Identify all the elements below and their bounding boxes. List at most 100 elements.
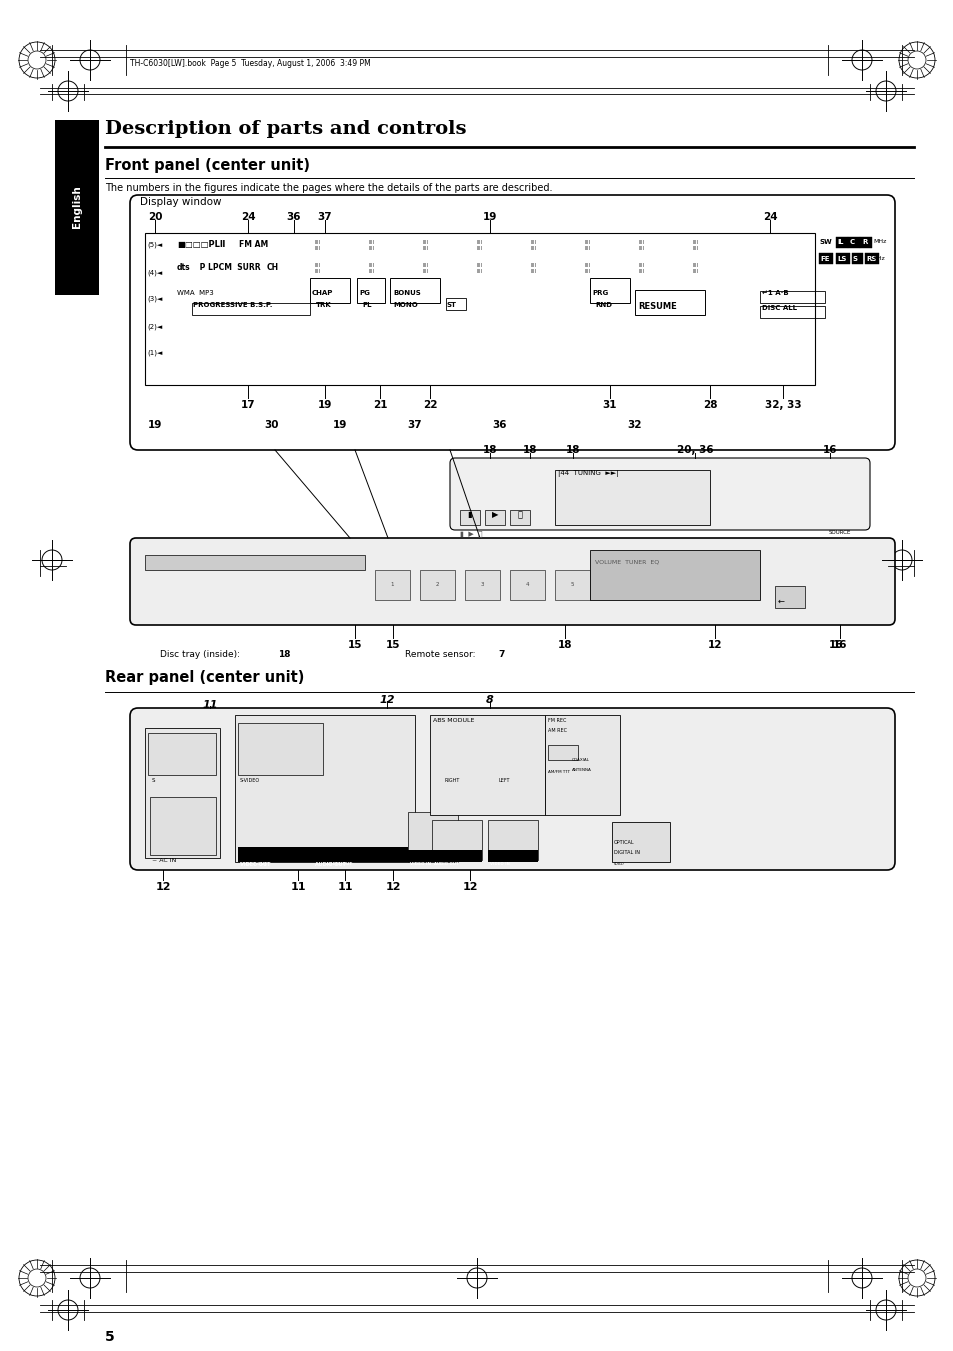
Text: 32: 32 — [627, 420, 641, 430]
Text: 32, 33: 32, 33 — [764, 400, 801, 409]
Circle shape — [497, 744, 529, 775]
Circle shape — [264, 734, 295, 766]
Text: 16: 16 — [821, 444, 837, 455]
Circle shape — [361, 788, 386, 812]
Text: 7: 7 — [497, 650, 504, 659]
Bar — [237, 723, 323, 775]
Text: |44  TUNING  ►►|: |44 TUNING ►►| — [558, 470, 618, 477]
Text: AUDIO OUT: AUDIO OUT — [434, 862, 458, 866]
Text: llll
llll: llll llll — [369, 240, 375, 251]
Text: 12: 12 — [155, 882, 171, 892]
Text: L: L — [836, 239, 841, 245]
Text: llll
llll: llll llll — [314, 263, 320, 274]
Bar — [589, 550, 760, 600]
Text: ▮: ▮ — [467, 511, 472, 520]
Text: ST: ST — [447, 303, 456, 308]
Text: 15: 15 — [385, 640, 400, 650]
Text: S: S — [152, 778, 155, 784]
Text: llll
llll: llll llll — [531, 240, 537, 251]
Circle shape — [811, 466, 867, 521]
Bar — [55, 120, 99, 295]
Bar — [851, 253, 862, 263]
Text: 11: 11 — [337, 882, 353, 892]
Text: ~ AC IN: ~ AC IN — [152, 858, 176, 863]
Bar — [150, 797, 215, 855]
Text: 11: 11 — [202, 700, 217, 711]
Text: PROGRESSIVE B.S.P.: PROGRESSIVE B.S.P. — [193, 303, 273, 308]
Text: Rear panel (center unit): Rear panel (center unit) — [105, 670, 304, 685]
Text: llll
llll: llll llll — [692, 240, 699, 251]
Bar — [488, 820, 537, 861]
Bar — [432, 820, 481, 861]
Text: CHAP: CHAP — [312, 290, 333, 296]
Text: ABS MODULE: ABS MODULE — [433, 717, 474, 723]
FancyBboxPatch shape — [130, 708, 894, 870]
Circle shape — [188, 750, 193, 754]
Text: LEFT: LEFT — [498, 778, 510, 784]
Text: ←: ← — [778, 597, 784, 607]
Text: llll
llll: llll llll — [639, 263, 644, 274]
Text: AM/FM TTT: AM/FM TTT — [547, 770, 570, 774]
Bar — [237, 847, 408, 862]
Circle shape — [286, 828, 310, 852]
Text: 16: 16 — [832, 640, 846, 650]
Text: 18: 18 — [482, 444, 497, 455]
Bar — [408, 850, 457, 862]
Circle shape — [828, 554, 884, 611]
Bar — [390, 278, 439, 303]
Text: BONUS: BONUS — [393, 290, 420, 296]
Bar — [408, 812, 457, 862]
Text: llll
llll: llll llll — [314, 240, 320, 251]
Text: ANTENNA: ANTENNA — [572, 767, 591, 771]
Text: kHz: kHz — [872, 255, 883, 261]
Text: AM REC: AM REC — [547, 728, 566, 734]
Bar — [145, 555, 365, 570]
Text: ■□□□PLⅡ: ■□□□PLⅡ — [177, 240, 225, 249]
Circle shape — [443, 744, 476, 775]
Text: (2)◄: (2)◄ — [147, 323, 162, 330]
Text: 12: 12 — [379, 694, 395, 705]
Text: 2: 2 — [435, 582, 438, 588]
Circle shape — [164, 734, 200, 770]
Bar — [375, 570, 410, 600]
Text: llll
llll: llll llll — [584, 240, 590, 251]
Text: 24: 24 — [761, 212, 777, 222]
Text: 24: 24 — [240, 212, 255, 222]
FancyBboxPatch shape — [450, 458, 869, 530]
Text: 21: 21 — [373, 400, 387, 409]
Text: 4: 4 — [525, 582, 528, 588]
Text: Remote sensor:: Remote sensor: — [405, 650, 477, 659]
Text: 36: 36 — [287, 212, 301, 222]
Text: llll
llll: llll llll — [639, 240, 644, 251]
Text: SOURCE: SOURCE — [828, 530, 850, 535]
Text: 37: 37 — [407, 420, 422, 430]
Text: DISC ALL: DISC ALL — [761, 305, 796, 311]
Text: 8: 8 — [486, 694, 494, 705]
Circle shape — [831, 486, 847, 503]
Text: 12: 12 — [385, 882, 400, 892]
Text: 5: 5 — [105, 1329, 114, 1344]
Circle shape — [583, 736, 612, 765]
Circle shape — [248, 788, 272, 812]
Text: 15: 15 — [348, 640, 362, 650]
Bar — [835, 253, 849, 263]
Circle shape — [179, 758, 184, 762]
Bar — [612, 821, 669, 862]
Text: FE: FE — [820, 255, 828, 262]
Text: PG: PG — [358, 290, 370, 296]
Text: VOLUME  TUNER  EQ: VOLUME TUNER EQ — [595, 561, 659, 565]
Text: VIDEO IN: VIDEO IN — [410, 862, 431, 866]
Bar — [322, 847, 401, 862]
Bar — [356, 278, 385, 303]
Bar — [510, 570, 544, 600]
Text: 17: 17 — [240, 400, 255, 409]
Text: 28: 28 — [702, 400, 717, 409]
Text: (1)◄: (1)◄ — [147, 350, 162, 357]
Bar — [432, 850, 481, 862]
Text: FM AM: FM AM — [239, 240, 268, 249]
Bar — [774, 586, 804, 608]
Bar — [145, 232, 814, 385]
Text: The numbers in the figures indicate the pages where the details of the parts are: The numbers in the figures indicate the … — [105, 182, 552, 193]
Bar — [589, 278, 629, 303]
Text: Disc tray (inside):: Disc tray (inside): — [160, 650, 243, 659]
